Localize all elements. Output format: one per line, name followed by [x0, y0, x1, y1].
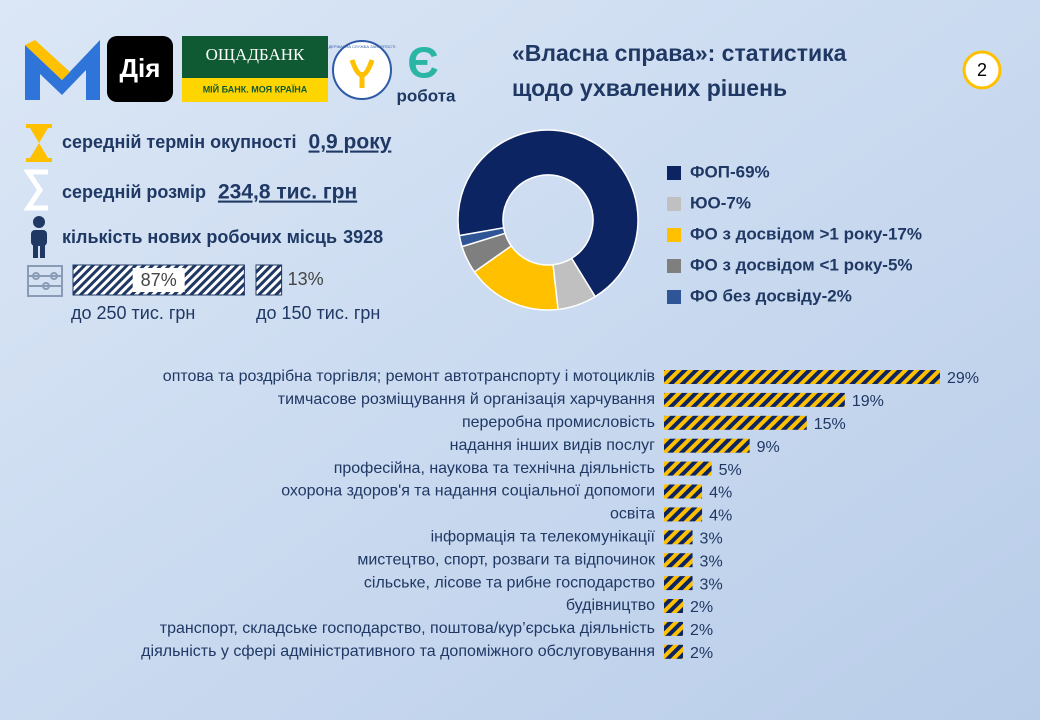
icon-hourglass	[26, 124, 52, 162]
donut-slice	[458, 226, 506, 248]
logo-bank-band	[182, 78, 328, 102]
category-label: освіта	[610, 506, 655, 523]
value-label: 5%	[719, 462, 742, 479]
category-label: сільське, лісове та рибне господарство	[364, 574, 655, 591]
legend-label: ЮО-7%	[690, 193, 751, 212]
bar	[664, 507, 703, 522]
legend-swatch	[667, 197, 681, 211]
icon-sigma	[23, 169, 48, 211]
value-label: 2%	[690, 599, 713, 616]
share-category: до 150 тис. грн	[256, 303, 380, 323]
legend-label: ФОП-69%	[690, 162, 770, 181]
category-label: надання інших видів послуг	[450, 437, 656, 454]
logo-icon	[349, 59, 375, 88]
bar	[664, 438, 750, 453]
legend-label: ФО з досвідом >1 року-17%	[690, 224, 922, 243]
bar	[664, 484, 703, 499]
category-label: інформація та телекомунікації	[431, 529, 656, 546]
donut-slice	[457, 129, 639, 298]
value-label: 29%	[947, 370, 979, 387]
stat-label: середній розмір	[62, 182, 206, 202]
bar	[664, 576, 693, 591]
value-label: 4%	[709, 508, 732, 525]
category-label: переробна промисловість	[462, 414, 655, 431]
bar	[664, 553, 693, 568]
category-label: будівництво	[566, 597, 655, 614]
bar	[664, 621, 684, 636]
share-label: 87%	[141, 270, 177, 290]
value-label: 2%	[690, 645, 713, 662]
legend-label: ФО без досвіду-2%	[690, 286, 852, 305]
share-bar	[255, 264, 283, 296]
bar	[664, 530, 693, 545]
share-category: до 250 тис. грн	[71, 303, 195, 323]
stat-label: кількість нових робочих місць	[62, 227, 337, 247]
bar	[664, 599, 684, 613]
legend-swatch	[667, 290, 681, 304]
value-label: 3%	[700, 531, 723, 548]
legend-swatch	[667, 228, 681, 242]
bar	[664, 392, 845, 407]
logo-text: ОЩАДБАНК	[206, 45, 305, 64]
bar	[664, 415, 807, 430]
page-badge	[962, 50, 1002, 90]
legend-label: ФО з досвідом <1 року-5%	[690, 255, 913, 274]
value-label: 9%	[757, 439, 780, 456]
logo-text: Є	[407, 39, 438, 88]
icon-abacus	[27, 265, 63, 297]
logo-m	[25, 40, 100, 100]
stat-value: 3928	[343, 227, 383, 247]
legend-swatch	[667, 166, 681, 180]
stat-value: 234,8 тис. грн	[218, 181, 357, 204]
category-label: охорона здоров'я та надання соціальної д…	[281, 483, 655, 500]
logo-text: робота	[396, 86, 456, 105]
value-label: 15%	[814, 416, 846, 433]
logo-text: Дія	[120, 53, 161, 83]
value-label: 3%	[700, 576, 723, 593]
title: «Власна справа»: статистика	[512, 40, 847, 66]
value-label: 19%	[852, 393, 884, 410]
value-label: 4%	[709, 485, 732, 502]
page-number: 2	[977, 60, 987, 80]
logo-service	[332, 40, 392, 100]
title: щодо ухвалених рішень	[512, 75, 787, 101]
stat-value: 0,9 року	[309, 131, 392, 154]
category-label: оптова та роздрібна торгівля; ремонт авт…	[163, 368, 655, 385]
category-label: діяльність у сфері адміністративного та …	[141, 643, 655, 660]
legend-swatch	[667, 259, 681, 273]
value-label: 3%	[700, 553, 723, 570]
value-label: 2%	[690, 622, 713, 639]
bar	[664, 461, 712, 476]
logo-diia	[107, 36, 173, 102]
label-bg	[132, 268, 185, 292]
bar	[664, 644, 684, 659]
icon-person	[31, 216, 47, 258]
logo-text: ДЕРЖАВНА СЛУЖБА ЗАЙНЯТОСТІ	[328, 44, 395, 49]
stat-label: середній термін окупності	[62, 132, 297, 152]
logo-text: МІЙ БАНК. МОЯ КРАЇНА	[203, 83, 308, 94]
category-label: мистецтво, спорт, розваги та відпочинок	[357, 551, 656, 568]
category-label: транспорт, складське господарство, пошто…	[160, 620, 655, 637]
category-label: професійна, наукова та технічна діяльніс…	[334, 460, 655, 477]
share-label: 13%	[288, 269, 324, 289]
category-label: тимчасове розміщування й організація хар…	[278, 391, 655, 408]
bar	[664, 370, 940, 384]
